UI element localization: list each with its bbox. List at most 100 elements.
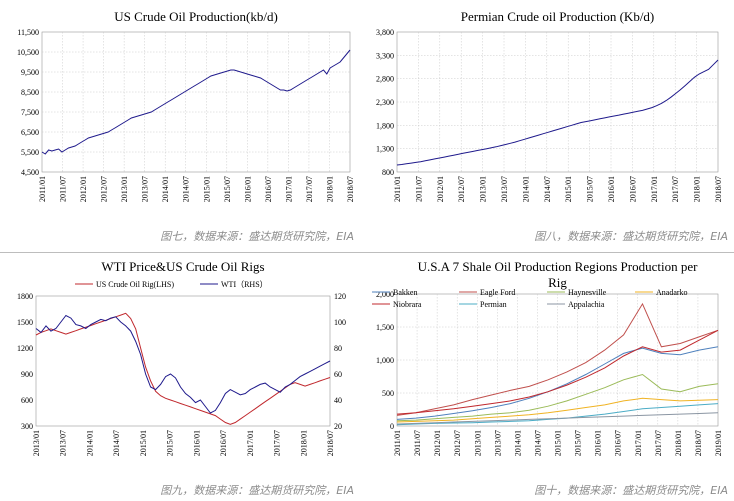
series-line-0: [41, 49, 351, 155]
y-tick-label: 1800: [17, 292, 33, 301]
y-tick-label: 2,300: [376, 98, 394, 107]
chart-title: US Crude Oil Production(kb/d): [114, 9, 278, 24]
legend-label: Bakken: [393, 288, 417, 297]
y-tick-label: 6,500: [21, 128, 39, 137]
x-tick-label: 2017/01: [246, 430, 255, 456]
series-line-us-crude-oil-rig-lhs-: [35, 312, 331, 425]
x-tick-label: 2016/07: [264, 176, 273, 202]
x-tick-label: 2016/01: [192, 430, 201, 456]
y-tick-label: 3,800: [376, 28, 394, 37]
legend-label: Permian: [480, 300, 507, 309]
x-tick-label: 2017/01: [634, 430, 643, 456]
x-tick-label: 2016/07: [628, 176, 637, 202]
chart-title: Permian Crude oil Production (Kb/d): [461, 9, 655, 24]
x-tick-label: 2012/01: [436, 176, 445, 202]
x-tick-label: 2016/01: [243, 176, 252, 202]
x-tick-label: 2015/01: [202, 176, 211, 202]
caption-figure-9: 图九，数据来源：盛达期货研究院，EIA: [160, 484, 354, 497]
x-tick-label: 2011/01: [38, 176, 47, 202]
series-line-eagle-ford: [396, 302, 719, 416]
x-tick-label: 2015/07: [574, 430, 583, 456]
chart-permian-production: Permian Crude oil Production (Kb/d) 800 1,…: [369, 0, 734, 220]
caption-figure-8: 图八，数据来源：盛达期货研究院，EIA: [534, 230, 728, 243]
x-tick-label: 2011/07: [413, 430, 422, 456]
x-tick-label: 2014/01: [85, 430, 94, 456]
x-tick-label: 2013/01: [120, 176, 129, 202]
x-tick-label: 2017/07: [654, 430, 663, 456]
x-tick-label: 2014/07: [543, 176, 552, 202]
x-tick-label: 2012/01: [79, 176, 88, 202]
y-tick-label: 1,800: [376, 121, 394, 130]
y-tick-label: 500: [382, 389, 394, 398]
x-tick-label: 2015/01: [139, 430, 148, 456]
x-tick-label: 2018/01: [693, 176, 702, 202]
chart-title: WTI Price&US Crude Oil Rigs: [101, 259, 264, 274]
series-line-niobrara: [396, 329, 719, 415]
legend-label: Eagle Ford: [480, 288, 515, 297]
y-tick-label: 10,500: [17, 48, 39, 57]
x-tick-label: 2013/07: [59, 430, 68, 456]
caption-figure-10: 图十，数据来源：盛达期货研究院，EIA: [534, 484, 728, 497]
y-tick-label: 3,300: [376, 51, 394, 60]
x-tick-label: 2012/01: [433, 430, 442, 456]
y-tick-label: 5,500: [21, 148, 39, 157]
y-tick-label: 1,500: [376, 323, 394, 332]
y-tick-label: 800: [382, 168, 394, 177]
legend-label: Anadarko: [656, 288, 688, 297]
x-tick-label: 2018/07: [346, 176, 355, 202]
x-tick-label: 2012/07: [100, 176, 109, 202]
x-tick-label: 2019/01: [714, 430, 723, 456]
x-tick-label: 2017/07: [273, 430, 282, 456]
chart-svg-shale-regions: U.S.A 7 Shale Oil Production Regions Pro…: [372, 259, 723, 456]
caption-figure-7: 图七，数据来源：盛达期货研究院，EIA: [160, 230, 354, 243]
y-tick-label: 1200: [17, 344, 33, 353]
x-tick-label: 2011/07: [414, 176, 423, 202]
x-tick-label: 2015/07: [586, 176, 595, 202]
x-tick-label: 2011/07: [59, 176, 68, 202]
y-tick-label: 1,300: [376, 145, 394, 154]
chart-svg-us-crude: US Crude Oil Production(kb/d) 4,500 5,500 6…: [17, 9, 355, 202]
y-tick-label: 900: [21, 370, 33, 379]
x-tick-label: 2011/01: [393, 176, 402, 202]
x-tick-label: 2013/01: [479, 176, 488, 202]
y2-tick-label: 120: [334, 292, 346, 301]
x-tick-label: 2017/01: [650, 176, 659, 202]
series-line-0: [396, 59, 719, 166]
series-line-anadarko: [396, 397, 719, 423]
chart-wti-rigs: WTI Price&US Crude Oil Rigs 300 600 900 1200…: [0, 254, 365, 474]
chart-svg-wti-rigs: WTI Price&US Crude Oil Rigs 300 600 900 1200…: [17, 259, 346, 456]
x-tick-label: 2013/07: [141, 176, 150, 202]
y-tick-label: 1,000: [376, 356, 394, 365]
series-line-appalachia: [396, 412, 719, 425]
chart-svg-permian: Permian Crude oil Production (Kb/d) 800 1,…: [376, 9, 723, 202]
x-tick-label: 2015/01: [564, 176, 573, 202]
legend-label: Haynesville: [568, 288, 607, 297]
y2-tick-label: 60: [334, 370, 342, 379]
x-tick-label: 2012/07: [453, 430, 462, 456]
y-tick-label: 7,500: [21, 108, 39, 117]
y-tick-label: 2,000: [376, 290, 394, 299]
x-tick-label: 2018/01: [674, 430, 683, 456]
series-line-haynesville: [396, 373, 719, 422]
x-tick-label: 2013/07: [500, 176, 509, 202]
y-tick-label: 1500: [17, 318, 33, 327]
legend-label: US Crude Oil Rig(LHS): [96, 280, 174, 289]
x-tick-label: 2013/07: [493, 430, 502, 456]
chart-shale-regions: U.S.A 7 Shale Oil Production Regions Pro…: [369, 254, 734, 474]
x-tick-label: 2015/07: [166, 430, 175, 456]
plot-area: [35, 295, 331, 427]
x-tick-label: 2013/01: [473, 430, 482, 456]
chart-us-crude-production: US Crude Oil Production(kb/d) 4,500 5,500 6…: [0, 0, 365, 220]
y2-tick-label: 40: [334, 396, 342, 405]
x-tick-label: 2018/01: [325, 176, 334, 202]
x-tick-label: 2012/07: [457, 176, 466, 202]
x-tick-label: 2018/01: [299, 430, 308, 456]
x-tick-label: 2015/07: [223, 176, 232, 202]
legend-label: Appalachia: [568, 300, 605, 309]
series-line-bakken: [396, 346, 719, 420]
chart-title-line2: Rig: [548, 275, 567, 290]
x-tick-label: 2013/01: [32, 430, 41, 456]
y-tick-label: 600: [21, 396, 33, 405]
y2-tick-label: 20: [334, 422, 342, 431]
y2-tick-label: 80: [334, 344, 342, 353]
